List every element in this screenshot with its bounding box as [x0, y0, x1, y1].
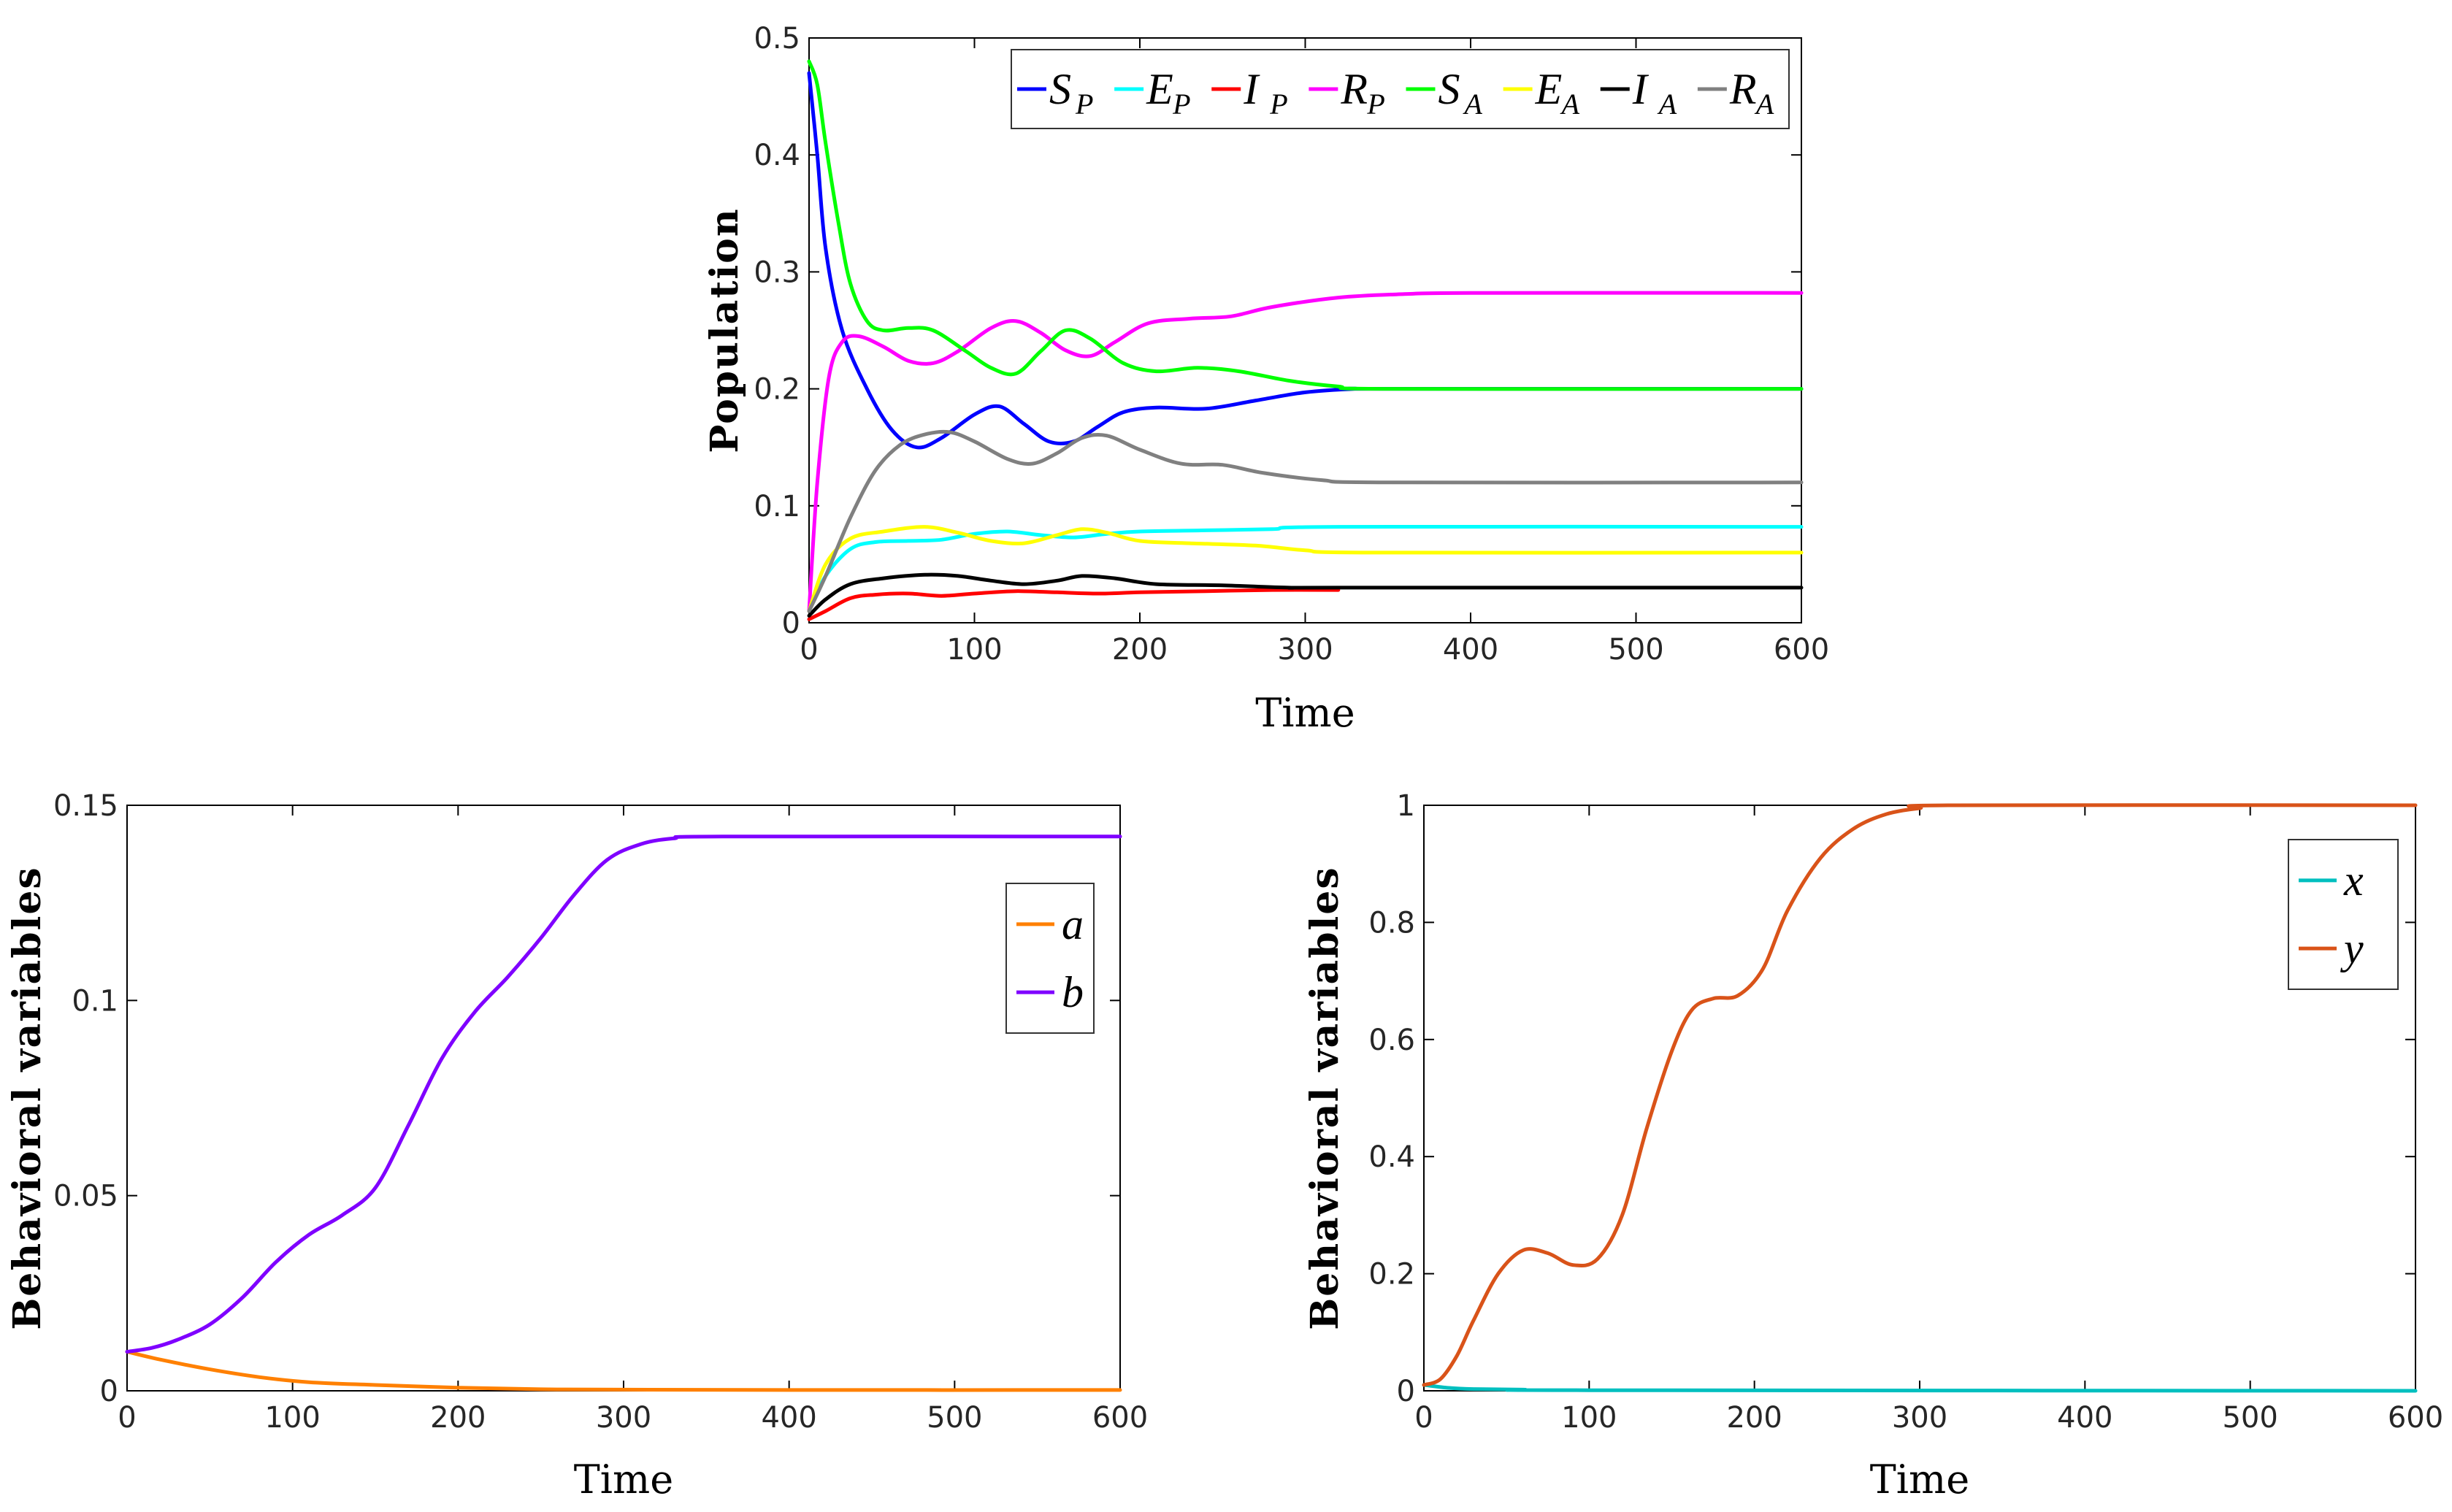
x-tick-label: 600	[2388, 1401, 2443, 1435]
plot-area	[126, 805, 1121, 1392]
x-tick-label: 200	[430, 1401, 486, 1435]
legend-label: R	[1729, 65, 1757, 113]
legend: ab	[1005, 883, 1095, 1034]
series-line-x	[1422, 1383, 2418, 1393]
x-tick-label: 300	[596, 1401, 651, 1435]
x-axis-label: Time	[1255, 690, 1355, 736]
x-tick-label: 300	[1277, 633, 1333, 667]
series-line-s-a	[807, 59, 1804, 391]
legend-box	[1005, 883, 1095, 1034]
y-tick-label: 0.05	[53, 1180, 118, 1213]
legend-label: b	[1062, 968, 1084, 1016]
legend-label: R	[1340, 65, 1368, 113]
legend-box	[2288, 839, 2399, 990]
y-tick-label: 0	[1397, 1375, 1415, 1408]
y-axis-label: Behavioral variables	[5, 866, 50, 1329]
y-axis-label: Population	[702, 207, 747, 453]
series-line-e-a	[807, 525, 1804, 613]
legend-label: a	[1062, 900, 1084, 948]
legend-label-subscript: P	[1366, 88, 1384, 120]
legend-label-subscript: A	[1463, 88, 1483, 120]
y-tick-label: 0.2	[754, 373, 800, 407]
chart-population: 0 100 200 300 400 500 600 0 0.1 0.2 0.3 0.4 0.5 Time P…	[702, 22, 1829, 736]
x-tick-label: 300	[1892, 1401, 1947, 1435]
x-axis-label: Time	[1870, 1457, 1969, 1503]
legend-label-subscript: A	[1560, 88, 1580, 120]
y-tick-label: 0	[782, 607, 800, 640]
x-tick-label: 200	[1112, 633, 1168, 667]
y-tick-label: 0.8	[1368, 906, 1415, 940]
x-tick-label: 0	[118, 1401, 136, 1435]
y-tick-label: 0.3	[754, 256, 800, 289]
legend-label: E	[1146, 65, 1173, 113]
legend-label: y	[2340, 924, 2364, 972]
y-tick-label: 0.1	[72, 984, 118, 1018]
x-tick-label: 500	[927, 1401, 982, 1435]
x-tick-label: 0	[1414, 1401, 1433, 1435]
series-line-r-p	[807, 291, 1804, 613]
legend-label: S	[1438, 65, 1460, 113]
x-tick-label: 100	[264, 1401, 320, 1435]
legend-label-subscript: P	[1075, 88, 1093, 120]
legend-label: I	[1243, 65, 1260, 113]
legend-label-subscript: P	[1269, 88, 1287, 120]
series-line-y	[1422, 803, 2418, 1387]
series-line-b	[125, 834, 1122, 1354]
legend-label-subscript: A	[1657, 88, 1677, 120]
x-tick-label: 500	[1608, 633, 1663, 667]
legend-label: E	[1535, 65, 1563, 113]
x-tick-label: 100	[946, 633, 1002, 667]
chart-behavior-ab: 0 100 200 300 400 500 600 0 0.05 0.1 0.15 Time Behav…	[5, 789, 1148, 1503]
y-tick-label: 1	[1397, 789, 1415, 823]
y-tick-label: 0.4	[754, 139, 800, 172]
y-tick-label: 0.5	[754, 22, 800, 55]
x-tick-label: 100	[1561, 1401, 1617, 1435]
x-tick-label: 400	[1443, 633, 1498, 667]
x-tick-label: 600	[1774, 633, 1829, 667]
series-line-r-a	[807, 429, 1804, 613]
y-tick-label: 0	[100, 1375, 118, 1408]
series-line-a	[125, 1350, 1122, 1392]
x-tick-label: 600	[1092, 1401, 1148, 1435]
x-axis-label: Time	[574, 1457, 673, 1503]
series-line-i-p	[807, 588, 1341, 621]
y-axis-label: Behavioral variables	[1303, 866, 1347, 1329]
legend-label: I	[1632, 65, 1650, 113]
legend: xy	[2288, 839, 2399, 990]
plot-area	[1423, 805, 2416, 1392]
x-tick-label: 0	[800, 633, 818, 667]
x-tick-label: 400	[2057, 1401, 2112, 1435]
y-tick-label: 0.2	[1368, 1258, 1415, 1292]
x-tick-label: 400	[761, 1401, 816, 1435]
x-tick-label: 500	[2222, 1401, 2277, 1435]
series-line-i-a	[807, 572, 1804, 618]
legend-label-subscript: P	[1172, 88, 1190, 120]
y-tick-label: 0.15	[53, 789, 118, 823]
y-tick-label: 0.6	[1368, 1024, 1415, 1057]
legend-label: S	[1049, 65, 1071, 113]
chart-behavior-xy: 0 100 200 300 400 500 600 0 0.2 0.4 0.6 0.8 1 Time Beh…	[1303, 789, 2443, 1503]
x-tick-label: 200	[1726, 1401, 1782, 1435]
legend-label: x	[2343, 856, 2364, 905]
y-tick-label: 0.1	[754, 490, 800, 523]
y-tick-label: 0.4	[1368, 1140, 1415, 1174]
series-line-e-p	[807, 524, 1804, 613]
legend-label-subscript: A	[1754, 88, 1774, 120]
